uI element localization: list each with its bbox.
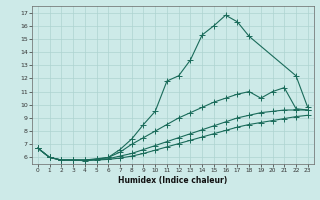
- X-axis label: Humidex (Indice chaleur): Humidex (Indice chaleur): [118, 176, 228, 185]
